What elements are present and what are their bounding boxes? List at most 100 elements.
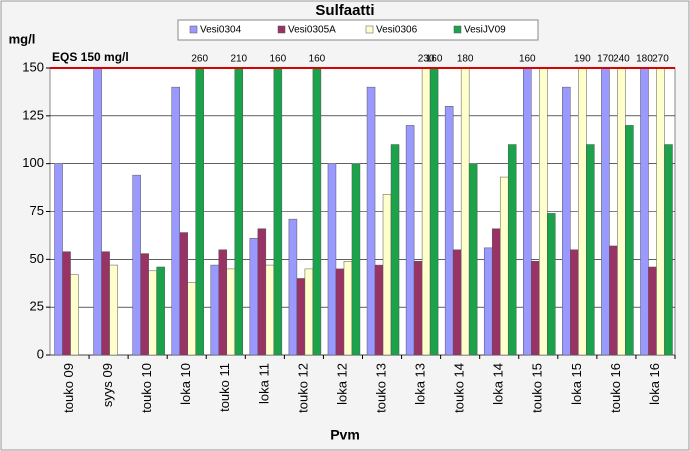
bar [234,67,244,356]
chart-title: Sulfaatti [315,2,374,19]
bar [429,67,439,356]
bar [483,247,493,356]
x-tick-label: touko 10 [139,363,154,413]
legend-label: Vesi0305A [288,25,336,36]
bar [62,251,71,356]
legend-swatch [453,25,462,34]
x-tick-label: loka 14 [491,363,506,405]
bar [54,163,63,356]
bar [578,67,587,356]
bar [562,86,571,356]
x-tick-label: loka 15 [569,363,584,405]
x-tick-label: touko 11 [217,363,232,412]
value-label: 270 [652,54,669,65]
bar [468,163,478,356]
x-tick-label: loka 10 [178,363,193,405]
value-label: 240 [613,54,630,65]
bar [531,260,540,356]
x-tick-label: touko 14 [452,363,467,413]
bar [304,268,314,356]
bar [93,67,102,356]
bar [586,144,595,356]
y-axis-label: mg/l [9,31,36,46]
x-tick-label: touko 16 [608,363,623,413]
x-tick-label: touko 09 [61,363,76,413]
bar [609,245,618,356]
x-tick-label: loka 16 [647,363,662,405]
bar [343,260,353,356]
bar [444,106,454,356]
x-tick-label: touko 12 [295,363,310,413]
bar [374,264,384,356]
value-label: 180 [457,54,474,65]
bar [570,249,579,356]
bar [640,67,649,356]
bar [421,67,431,356]
bar [210,264,220,356]
legend-swatch [365,25,374,34]
bar [296,278,306,356]
bar [109,264,118,356]
bar [70,274,79,356]
bar [226,268,236,356]
bar [171,86,180,356]
bar [648,266,657,356]
y-tick-label: 50 [30,251,44,266]
bar [156,266,165,356]
bar [491,228,501,356]
bar [507,144,517,356]
bar [249,238,259,356]
bar [312,67,322,356]
bar [413,260,423,356]
x-tick-label: touko 15 [530,363,545,413]
x-axis-label: Pvm [330,427,360,443]
bar [382,194,392,356]
legend-swatch [277,25,286,34]
bar [405,125,415,356]
bar [179,232,188,356]
y-tick-label: 125 [22,107,44,122]
bar [499,176,509,356]
y-tick-label: 150 [22,59,44,74]
y-tick-label: 100 [22,155,44,170]
bar [132,174,141,356]
y-tick-label: 0 [37,346,44,361]
y-tick-label: 75 [30,203,44,218]
reference-label: EQS 150 mg/l [52,50,129,64]
bar [601,67,610,356]
bar [218,249,228,356]
bar [140,253,149,356]
bar [195,67,204,356]
legend-label: Vesi0306 [376,25,418,36]
bar [265,264,275,356]
value-label: 160 [426,54,443,65]
legend-label: VesiJV09 [464,25,506,36]
x-tick-label: syys 09 [100,363,115,407]
bar [148,270,157,356]
x-tick-label: loka 12 [334,363,349,405]
value-label: 190 [574,54,591,65]
x-tick-label: loka 11 [256,363,271,404]
value-label: 260 [191,54,208,65]
bar [452,249,462,356]
bar [366,86,376,356]
bar [335,268,345,356]
value-label: 170 [597,54,614,65]
y-tick-label: 25 [30,299,44,314]
bar [327,163,337,356]
value-label: 230 [418,54,435,65]
bar [617,67,626,356]
legend-swatch [189,25,198,34]
value-label: 210 [230,54,247,65]
legend [177,19,539,41]
bar [625,125,634,356]
bar [460,67,470,356]
bar [547,213,556,356]
value-label: 160 [309,54,326,65]
value-label: 180 [636,54,653,65]
bar [273,67,283,356]
bar [101,251,110,356]
bar [187,282,196,356]
bar [523,67,532,356]
